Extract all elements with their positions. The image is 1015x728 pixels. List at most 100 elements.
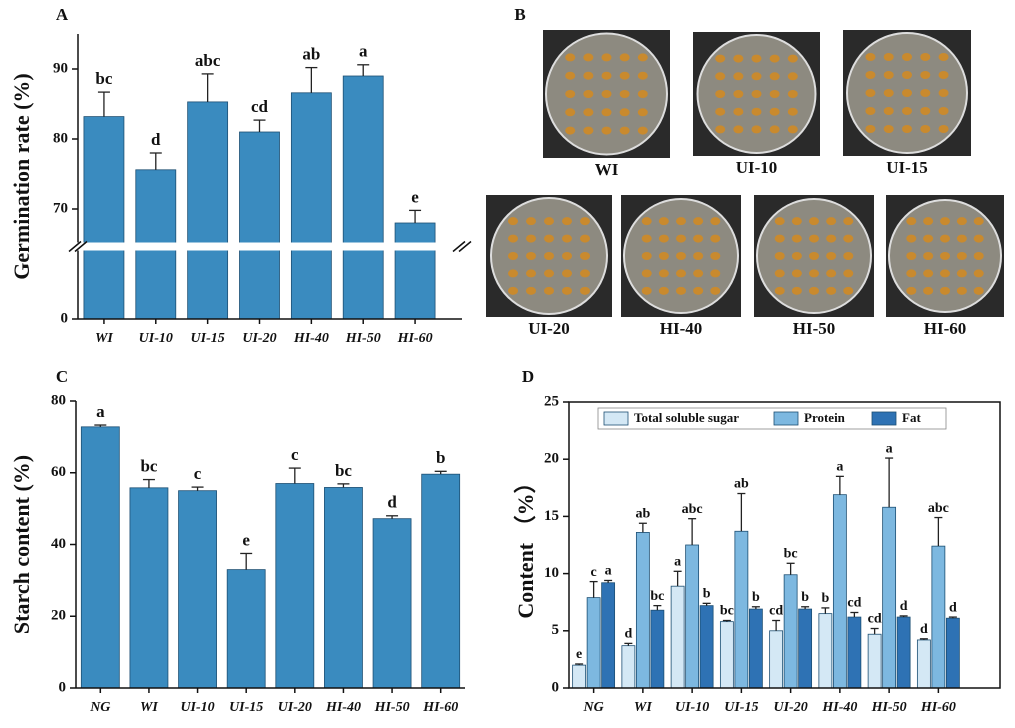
seed [787, 125, 798, 134]
seed [751, 72, 762, 81]
y-axis-title: Content （%） [513, 471, 538, 618]
x-tick-label: HI-50 [374, 700, 410, 715]
seed [902, 107, 912, 115]
bar [324, 487, 363, 689]
significance-letter: d [151, 130, 161, 149]
seed [508, 252, 518, 260]
seed [940, 217, 950, 226]
x-tick-label: HI-50 [871, 700, 907, 715]
bar [699, 605, 714, 689]
bar [818, 613, 833, 689]
seed [826, 252, 837, 260]
significance-letter: a [96, 402, 105, 421]
seed [920, 89, 931, 97]
bar [719, 621, 734, 689]
seed [619, 126, 630, 135]
seed [791, 234, 802, 243]
seed [733, 72, 744, 81]
legend-label: Total soluble sugar [634, 410, 739, 425]
x-tick-label: UI-15 [724, 700, 758, 715]
seed [826, 217, 837, 226]
seed [774, 269, 785, 278]
seed [938, 71, 949, 79]
seed [562, 217, 572, 226]
seed [883, 89, 894, 97]
bar [931, 545, 946, 689]
significance-letter: e [411, 187, 419, 206]
seed [710, 286, 721, 295]
seed [565, 71, 576, 80]
bar [601, 582, 616, 689]
seed [619, 71, 630, 80]
bar [635, 532, 650, 689]
seed [710, 217, 721, 226]
bar [275, 483, 315, 689]
seed [710, 234, 721, 243]
seed [787, 107, 798, 116]
seed [583, 90, 594, 98]
bar [372, 518, 412, 689]
bar [342, 75, 384, 320]
seed [562, 269, 572, 278]
seed [676, 269, 686, 278]
photo-caption: HI-50 [793, 319, 836, 338]
photo [486, 195, 612, 317]
seed [544, 286, 554, 295]
seed [923, 217, 934, 226]
bar [734, 530, 749, 689]
legend-label: Protein [804, 410, 846, 425]
y-tick-label: 60 [51, 464, 66, 480]
legend: Total soluble sugar Protein Fat [597, 407, 947, 430]
y-tick-label: 25 [544, 393, 559, 409]
seed [973, 269, 984, 278]
seed [774, 234, 785, 243]
seed [938, 107, 949, 115]
seed [580, 252, 590, 260]
significance-letter: bc [650, 589, 664, 604]
seed [809, 217, 819, 226]
bar [290, 92, 332, 320]
seed [601, 71, 612, 80]
seed [693, 234, 704, 243]
seed [641, 286, 652, 295]
seed [843, 234, 854, 243]
seed [883, 53, 894, 61]
seed [601, 90, 612, 98]
seed [544, 217, 554, 226]
x-tick-label: UI-10 [180, 700, 214, 715]
seed [565, 126, 576, 135]
seed [940, 269, 950, 278]
significance-letter: a [886, 441, 893, 456]
seed [676, 252, 686, 260]
break-mark [74, 240, 88, 253]
significance-letter: a [836, 460, 843, 475]
seed [715, 107, 726, 116]
seed [883, 107, 894, 115]
significance-letter: c [591, 565, 597, 580]
seed [973, 252, 984, 260]
seed [751, 54, 762, 63]
y-tick-label: 5 [552, 622, 560, 638]
seed [583, 108, 594, 117]
seed [751, 107, 762, 116]
seed [973, 234, 984, 243]
seed [938, 53, 949, 61]
bar [847, 616, 862, 689]
seed [774, 217, 785, 226]
seed [906, 234, 917, 243]
bar [178, 490, 217, 689]
seed [676, 286, 686, 295]
bar [226, 569, 266, 689]
seed [637, 108, 648, 117]
significance-letter: a [359, 42, 368, 61]
seed [956, 252, 967, 260]
seed [637, 90, 648, 98]
x-tick-label: UI-20 [774, 700, 808, 715]
seed [658, 269, 669, 278]
significance-letter: cd [868, 612, 882, 627]
y-tick-label: 20 [544, 451, 559, 467]
seed [580, 234, 590, 243]
y-tick-label: 15 [544, 508, 559, 524]
significance-letter: d [920, 622, 928, 637]
x-tick-label: WI [95, 331, 113, 346]
